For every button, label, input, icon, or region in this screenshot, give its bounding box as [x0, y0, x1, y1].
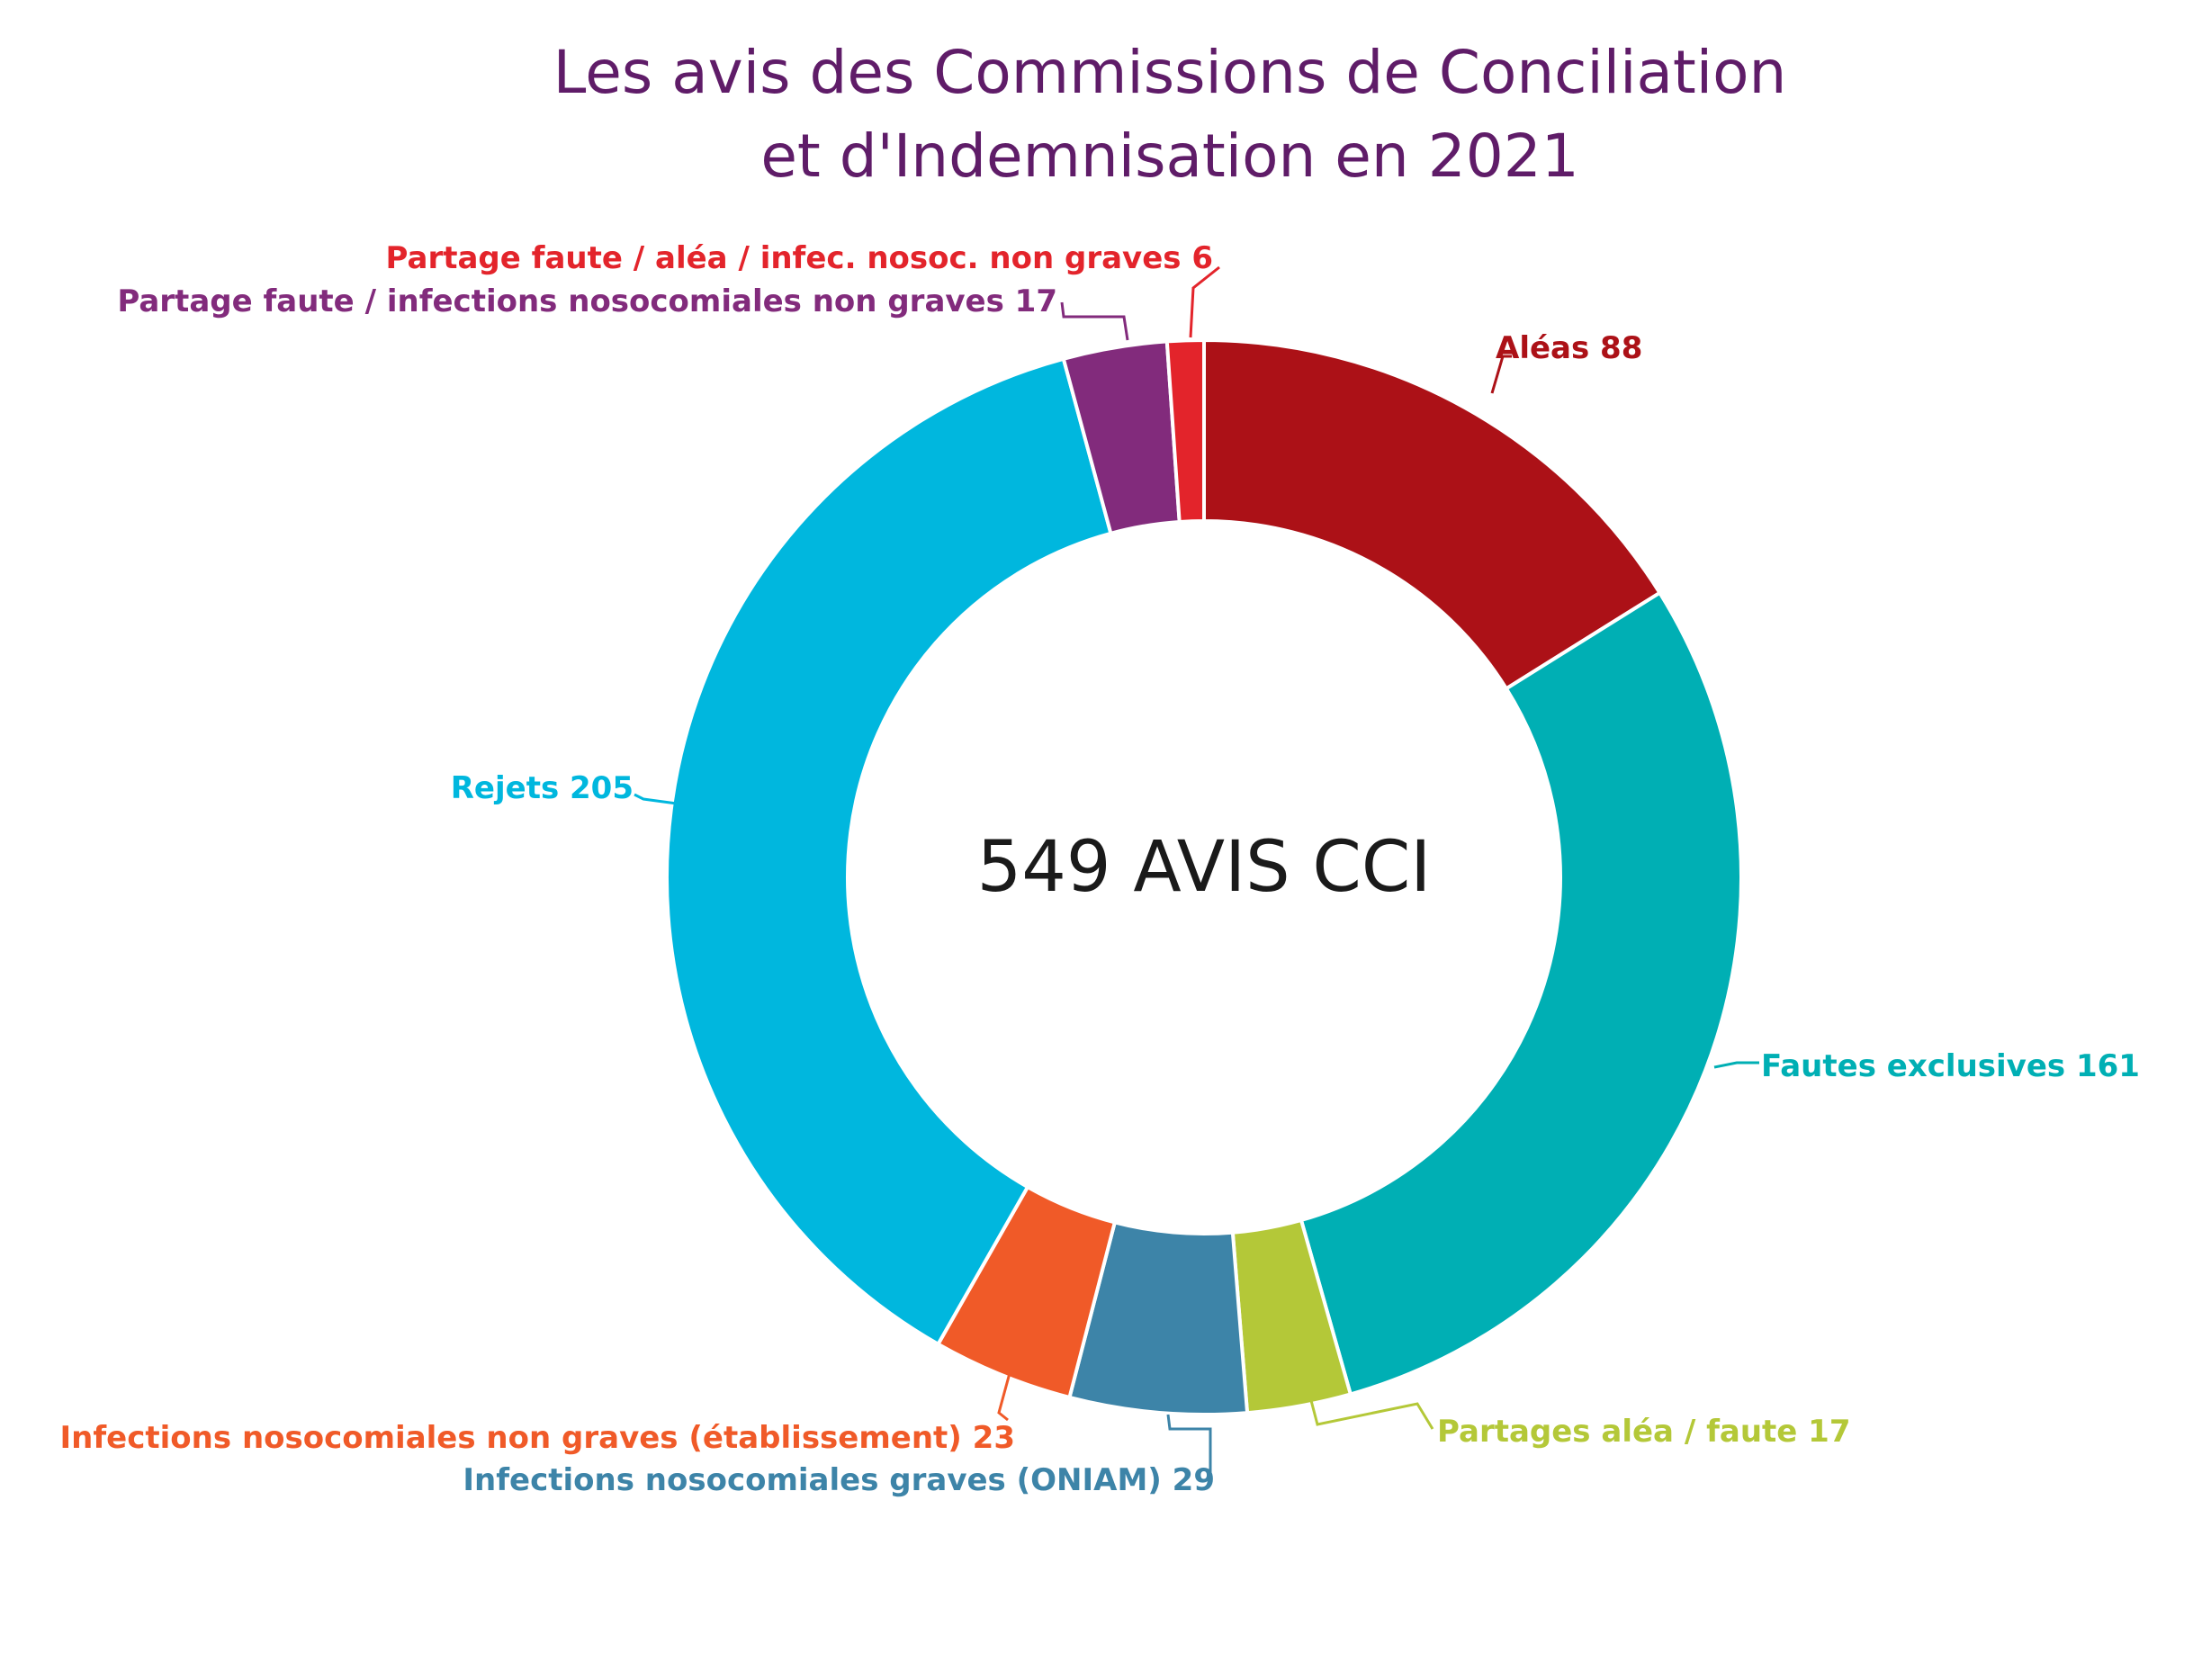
leader-line-4: [997, 1372, 1011, 1422]
donut-segment-5: [665, 356, 1113, 1347]
segment-label-6: Partage faute / infections nosocomiales …: [117, 283, 1057, 319]
donut-segments: [665, 337, 1743, 1416]
segment-label-4: Infections nosocomiales non graves (étab…: [60, 1420, 1015, 1456]
segment-label-3: Infections nosocomiales graves (ONIAM) 2…: [463, 1462, 1215, 1498]
leader-line-3: [1166, 1414, 1212, 1485]
donut-segment-0: [1202, 337, 1663, 692]
leader-line-6: [1060, 301, 1129, 341]
segment-label-5: Rejets 205: [451, 770, 634, 806]
donut-segment-1: [1299, 590, 1743, 1397]
chart-title-line-2: et d'Indemnisation en 2021: [760, 121, 1578, 191]
center-total-label: 549 AVIS CCI: [977, 827, 1432, 908]
segment-label-0: Aléas 88: [1496, 330, 1642, 366]
segment-label-7: Partage faute / aléa / infec. nosoc. non…: [386, 240, 1213, 276]
segment-labels: Aléas 88 Fautes exclusives 161 Partages al…: [60, 240, 2140, 1498]
leader-line-1: [1713, 1061, 1759, 1069]
leader-lines: [634, 265, 1759, 1485]
segment-label-1: Fautes exclusives 161: [1761, 1048, 2140, 1084]
leader-line-0: [1490, 355, 1512, 394]
leader-line-7: [1189, 265, 1220, 338]
segment-label-2: Partages aléa / faute 17: [1437, 1414, 1850, 1450]
leader-line-2: [1307, 1389, 1434, 1430]
donut-segment-7: [1164, 337, 1206, 525]
leader-line-5: [634, 793, 678, 805]
chart-title-line-1: Les avis des Commissions de Conciliation: [553, 38, 1787, 107]
